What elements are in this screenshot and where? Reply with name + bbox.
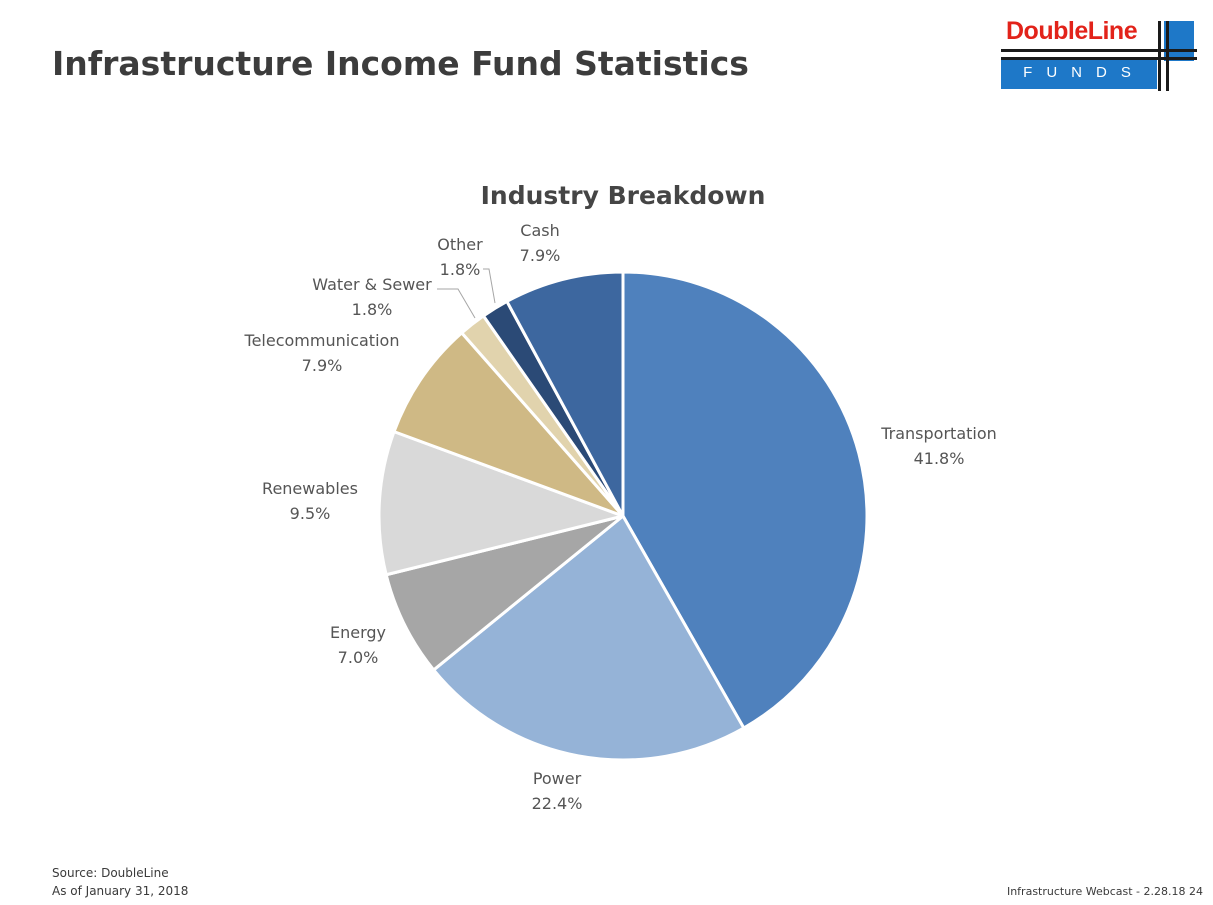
pie-slice-telecommunication [392, 331, 625, 518]
slice-label-power: Power 22.4% [532, 769, 583, 813]
leader-lines [437, 268, 496, 319]
chart-title: Industry Breakdown [481, 181, 766, 210]
slide-title: Infrastructure Income Fund Statistics [52, 44, 749, 83]
slice-label-value: 7.9% [302, 356, 343, 375]
slice-labels: Transportation 41.8% Power 22.4% Energy 7.0% R… [244, 221, 997, 813]
slice-label-cash: Cash 7.9% [520, 221, 561, 265]
logo-line-vertical-2 [1166, 21, 1169, 91]
slice-label-name: Telecommunication [244, 331, 400, 350]
slice-label-name: Cash [520, 221, 559, 240]
slice-label-name: Energy [330, 623, 386, 642]
slice-label-energy: Energy 7.0% [330, 623, 386, 667]
slice-label-name: Power [533, 769, 582, 788]
footer-source: Source: DoubleLine As of January 31, 201… [52, 864, 188, 900]
pie-slice-renewables [377, 430, 625, 577]
slice-label-value: 22.4% [532, 794, 583, 813]
slice-label-telecommunication: Telecommunication 7.9% [244, 331, 400, 375]
slice-label-name: Other [437, 235, 483, 254]
leader-line-other [483, 268, 496, 304]
slice-label-value: 1.8% [352, 300, 393, 319]
pie-slice-power [432, 514, 746, 762]
logo-box [1164, 21, 1194, 61]
slice-label-value: 1.8% [440, 260, 481, 279]
pie-slice-transportation [621, 270, 869, 730]
slice-label-other: Other 1.8% [437, 235, 483, 279]
as-of-date: As of January 31, 2018 [52, 884, 189, 898]
slice-label-value: 7.0% [338, 648, 379, 667]
slice-label-value: 9.5% [290, 504, 331, 523]
slice-label-value: 7.9% [520, 246, 561, 265]
leader-line-water-sewer [437, 288, 476, 319]
logo-line-vertical-1 [1158, 21, 1161, 91]
slice-label-name: Transportation [880, 424, 997, 443]
slice-label-value: 41.8% [914, 449, 965, 468]
slice-label-name: Water & Sewer [312, 275, 432, 294]
logo-bar [1001, 57, 1157, 89]
pie-slice-cash [505, 270, 625, 518]
logo-line-horizontal-1 [1001, 49, 1197, 52]
page-footer-note: Infrastructure Webcast - 2.28.18 24 [1006, 885, 1203, 898]
slice-label-renewables: Renewables 9.5% [262, 479, 358, 523]
doubleline-funds-logo: DoubleLine FUNDS [998, 17, 1198, 91]
logo-line-horizontal-2 [1001, 57, 1197, 60]
slice-label-water-sewer: Water & Sewer 1.8% [312, 275, 432, 319]
source-note: Source: DoubleLine [52, 866, 169, 880]
pie-slices [377, 270, 869, 762]
slice-label-transportation: Transportation 41.8% [880, 424, 997, 468]
logo-wordmark: DoubleLine [1006, 17, 1138, 45]
logo-tagline: FUNDS [1023, 64, 1145, 81]
slice-label-name: Renewables [262, 479, 358, 498]
pie-slice-energy [384, 514, 625, 672]
